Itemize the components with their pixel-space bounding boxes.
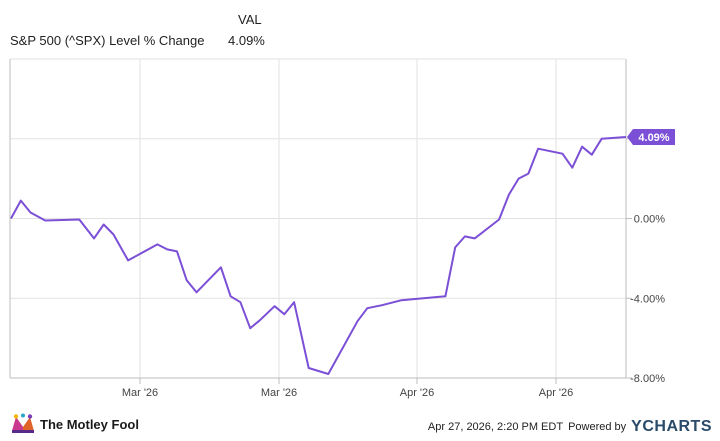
ycharts-logo[interactable]: YCHARTS [631,418,712,436]
y-axis-tick-labels: -8.00% -4.00% 0.00% [630,214,665,386]
end-value-tag [627,128,675,145]
end-value-text: 4.09% [638,132,669,144]
axes [9,58,632,384]
legend: VAL S&P 500 (^SPX) Level % Change 4.09% [0,0,720,60]
y-tick-label: -8.00% [630,373,665,385]
x-tick-label: Mar '26 [122,387,158,399]
legend-column-header: VAL [238,12,262,27]
jester-hat-icon [12,413,34,433]
x-tick-label: Apr '26 [400,387,435,399]
brand-name: The Motley Fool [40,416,139,432]
series-line [10,136,627,375]
x-tick-label: Mar '26 [261,387,297,399]
ycharts-text: YCHARTS [631,418,712,435]
legend-series-value: 4.09% [228,33,265,48]
y-tick-label: 0.00% [634,214,665,226]
attribution: Apr 27, 2026, 2:20 PM EDT Powered by YCH… [428,418,712,436]
series-layer [10,136,627,375]
y-tick-label: -4.00% [630,293,665,305]
x-axis-tick-labels: Mar '26 Mar '26 Apr '26 Apr '26 [122,387,573,399]
grid-lines [10,59,626,379]
legend-series-name[interactable]: S&P 500 (^SPX) Level % Change [10,33,205,48]
x-tick-label: Apr '26 [539,387,574,399]
motley-fool-branding: The Motley Fool [10,412,139,436]
timestamp: Apr 27, 2026, 2:20 PM EDT [427,421,564,433]
end-value-label: 4.09% [627,128,675,145]
powered-by-label: Powered by [568,421,627,433]
